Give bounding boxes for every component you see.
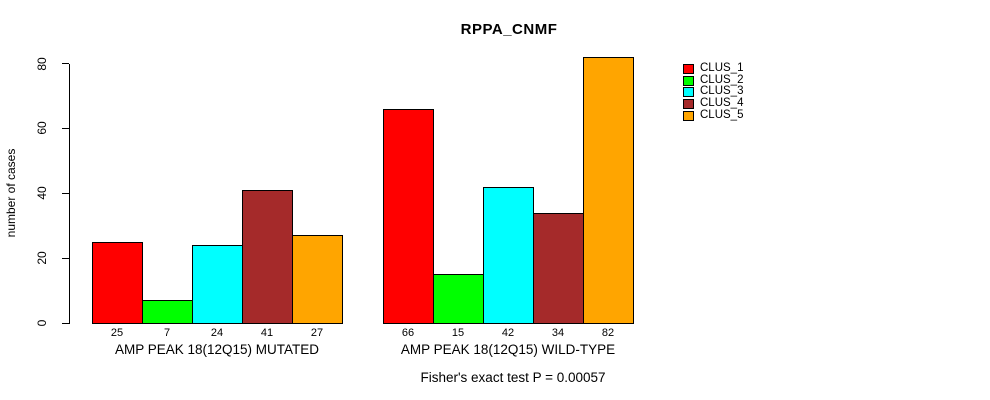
- category-label: AMP PEAK 18(12Q15) MUTATED: [114, 342, 320, 357]
- bar-clus_3-group2: [483, 187, 534, 324]
- legend-label: CLUS_2: [700, 73, 744, 86]
- bar-value-label: 66: [401, 327, 415, 339]
- bar-clus_5-group2: [583, 57, 634, 324]
- y-axis-tick: [62, 322, 69, 324]
- bar-clus_4-group2: [533, 213, 584, 324]
- y-axis-tick-label: 60: [35, 121, 49, 136]
- bar-clus_2-group2: [433, 274, 484, 324]
- bar-value-label: 42: [501, 327, 515, 339]
- legend-swatch-icon: [683, 63, 694, 74]
- bar-value-label: 82: [601, 327, 615, 339]
- legend-label: CLUS_1: [700, 62, 744, 74]
- y-axis-tick: [62, 127, 69, 129]
- bar-value-label: 41: [260, 327, 274, 339]
- y-axis-tick-label: 0: [35, 319, 49, 327]
- bar-clus_5-group1: [292, 235, 343, 324]
- bar-clus_1-group2: [383, 109, 434, 324]
- bar-value-label: 25: [110, 327, 124, 339]
- legend-swatch-icon: [683, 75, 694, 86]
- bar-clus_3-group1: [192, 245, 243, 324]
- bar-value-label: 15: [451, 327, 465, 339]
- legend-item-clus_2: CLUS_2: [683, 73, 744, 87]
- category-label: AMP PEAK 18(12Q15) WILD-TYPE: [400, 342, 616, 357]
- y-axis-tick: [62, 192, 69, 194]
- y-axis-tick-label: 40: [35, 186, 49, 200]
- legend-label: CLUS_5: [700, 108, 744, 121]
- bar-value-label: 7: [163, 327, 171, 339]
- bar-clus_2-group1: [142, 300, 193, 324]
- bar-clus_1-group1: [92, 242, 143, 324]
- bar-value-label: 34: [551, 327, 565, 339]
- bar-clus_4-group1: [242, 190, 293, 324]
- legend-label: CLUS_3: [700, 85, 744, 98]
- y-axis-tick: [62, 63, 69, 65]
- chart-title: RPPA_CNMF: [460, 21, 558, 38]
- bar-value-label: 27: [310, 327, 324, 339]
- y-axis-tick-label: 80: [35, 56, 49, 71]
- y-axis-tick-label: 20: [35, 251, 49, 265]
- legend: CLUS_1 CLUS_2 CLUS_3 CLUS_4 CLUS_5: [683, 62, 744, 122]
- bar-value-label: 24: [210, 327, 224, 339]
- legend-swatch-icon: [683, 98, 694, 109]
- legend-swatch-icon: [683, 87, 694, 98]
- legend-swatch-icon: [683, 110, 694, 121]
- y-axis-line: [69, 63, 70, 324]
- footer-note: Fisher's exact test P = 0.00057: [420, 370, 606, 385]
- legend-item-clus_3: CLUS_3: [683, 86, 743, 98]
- y-axis-tick: [62, 257, 69, 259]
- legend-item-clus_5: CLUS_5: [683, 108, 744, 122]
- legend-item-clus_1: CLUS_1: [683, 62, 744, 75]
- legend-item-clus_4: CLUS_4: [683, 97, 744, 110]
- legend-label: CLUS_4: [700, 97, 744, 110]
